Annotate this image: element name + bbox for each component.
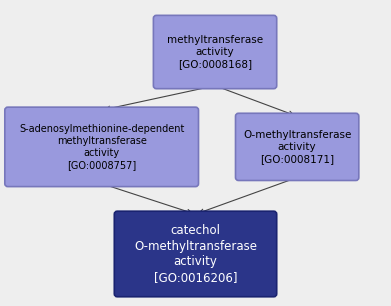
Text: S-adenosylmethionine-dependent
methyltransferase
activity
[GO:0008757]: S-adenosylmethionine-dependent methyltra…	[19, 124, 184, 170]
FancyBboxPatch shape	[114, 211, 277, 297]
Text: O-methyltransferase
activity
[GO:0008171]: O-methyltransferase activity [GO:0008171…	[243, 130, 352, 164]
FancyBboxPatch shape	[5, 107, 199, 187]
Text: methyltransferase
activity
[GO:0008168]: methyltransferase activity [GO:0008168]	[167, 35, 263, 69]
FancyBboxPatch shape	[153, 15, 277, 89]
Text: catechol
O-methyltransferase
activity
[GO:0016206]: catechol O-methyltransferase activity [G…	[134, 224, 257, 284]
FancyBboxPatch shape	[235, 113, 359, 181]
